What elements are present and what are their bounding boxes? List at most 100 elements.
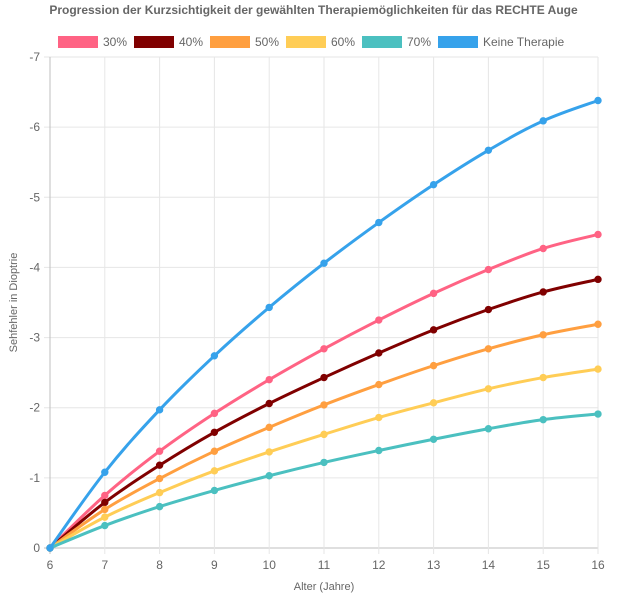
legend-label: 60%: [331, 35, 356, 49]
data-point[interactable]: [539, 117, 547, 125]
x-tick-label: 15: [537, 558, 551, 572]
data-point[interactable]: [375, 316, 383, 324]
data-point[interactable]: [594, 275, 602, 284]
data-point[interactable]: [265, 375, 273, 384]
data-point[interactable]: [484, 425, 493, 433]
data-point[interactable]: [429, 399, 438, 407]
legend-item-60pct[interactable]: 60%: [286, 34, 355, 50]
data-point[interactable]: [155, 447, 164, 455]
legend-item-30pct[interactable]: 30%: [58, 34, 127, 50]
legend-item-keine-therapie[interactable]: Keine Therapie: [438, 34, 564, 50]
x-tick-label: 14: [482, 558, 496, 572]
y-axis-title: Sehfehler in Dioptrie: [8, 253, 20, 353]
legend-label: 40%: [179, 35, 204, 49]
data-point[interactable]: [375, 413, 383, 422]
data-point[interactable]: [101, 491, 109, 500]
data-point[interactable]: [539, 373, 547, 382]
x-tick-label: 10: [263, 558, 277, 572]
data-point[interactable]: [429, 326, 438, 334]
data-point[interactable]: [320, 373, 328, 382]
x-tick-labels: 6 7 8 9 10 11 12 13 14 15 16: [47, 558, 605, 572]
data-point[interactable]: [155, 461, 164, 469]
data-point[interactable]: [101, 521, 109, 530]
series-keine-therapie: [46, 96, 602, 552]
data-point[interactable]: [539, 288, 547, 296]
data-point[interactable]: [429, 361, 438, 370]
data-point[interactable]: [429, 180, 438, 189]
data-point[interactable]: [539, 331, 547, 339]
data-point[interactable]: [594, 230, 602, 239]
data-point[interactable]: [320, 345, 328, 353]
data-point[interactable]: [155, 406, 164, 414]
data-point[interactable]: [484, 305, 493, 314]
x-tick-label: 12: [372, 558, 386, 572]
data-point[interactable]: [210, 447, 219, 455]
y-tick-label: -7: [29, 50, 40, 64]
data-point[interactable]: [101, 505, 109, 514]
legend-label: 70%: [407, 35, 432, 49]
data-point[interactable]: [375, 218, 383, 227]
legend-swatch: [286, 36, 326, 48]
y-tick-label: -6: [29, 120, 40, 134]
data-point[interactable]: [265, 399, 273, 408]
series-line: [48, 98, 600, 550]
data-point[interactable]: [539, 415, 547, 424]
data-point[interactable]: [429, 289, 438, 298]
data-point[interactable]: [155, 488, 164, 497]
legend-label: 50%: [255, 35, 280, 49]
data-point[interactable]: [155, 502, 164, 511]
chart-title: Progression der Kurzsichtigkeit der gewä…: [49, 3, 578, 17]
legend: 30% 40% 50% 60% 70% Keine Therapie: [0, 34, 627, 50]
data-point[interactable]: [484, 385, 493, 393]
legend-label: 30%: [103, 35, 128, 49]
x-tick-label: 7: [101, 558, 108, 572]
data-point[interactable]: [320, 458, 328, 467]
data-point[interactable]: [101, 498, 109, 507]
y-tick-label: -1: [29, 471, 40, 485]
series-50pct: [46, 320, 602, 552]
data-point[interactable]: [101, 468, 109, 476]
data-point[interactable]: [320, 430, 328, 439]
data-point[interactable]: [210, 467, 219, 475]
data-point[interactable]: [210, 428, 219, 436]
data-point[interactable]: [594, 320, 602, 328]
data-point[interactable]: [375, 446, 383, 455]
data-point[interactable]: [46, 544, 54, 552]
data-point[interactable]: [484, 345, 493, 353]
series-60pct: [46, 365, 602, 552]
legend-item-50pct[interactable]: 50%: [210, 34, 279, 50]
data-point[interactable]: [594, 365, 602, 373]
data-point[interactable]: [320, 259, 328, 267]
series-lines: [46, 96, 602, 552]
data-point[interactable]: [484, 146, 493, 154]
data-point[interactable]: [101, 513, 109, 521]
x-tick-label: 9: [211, 558, 218, 572]
y-tick-label: 0: [33, 541, 40, 555]
data-point[interactable]: [210, 352, 219, 360]
data-point[interactable]: [539, 244, 547, 253]
data-point[interactable]: [265, 303, 273, 312]
legend-swatch: [362, 36, 402, 48]
data-point[interactable]: [210, 486, 219, 495]
x-axis-title: Alter (Jahre): [294, 581, 355, 593]
x-tick-label: 16: [591, 558, 605, 572]
data-point[interactable]: [210, 409, 219, 418]
series-30pct: [46, 230, 602, 552]
legend-item-40pct[interactable]: 40%: [134, 34, 203, 50]
data-point[interactable]: [265, 423, 273, 432]
legend-swatch: [210, 36, 250, 48]
legend-label: Keine Therapie: [483, 35, 565, 49]
legend-item-70pct[interactable]: 70%: [362, 34, 431, 50]
data-point[interactable]: [155, 474, 164, 483]
data-point[interactable]: [375, 380, 383, 389]
data-point[interactable]: [375, 349, 383, 357]
data-point[interactable]: [594, 410, 602, 418]
data-point[interactable]: [320, 401, 328, 409]
data-point[interactable]: [594, 96, 602, 105]
x-tick-label: 8: [156, 558, 163, 572]
data-point[interactable]: [265, 448, 273, 456]
data-point[interactable]: [429, 435, 438, 443]
data-point[interactable]: [265, 472, 273, 480]
data-point[interactable]: [484, 265, 493, 274]
